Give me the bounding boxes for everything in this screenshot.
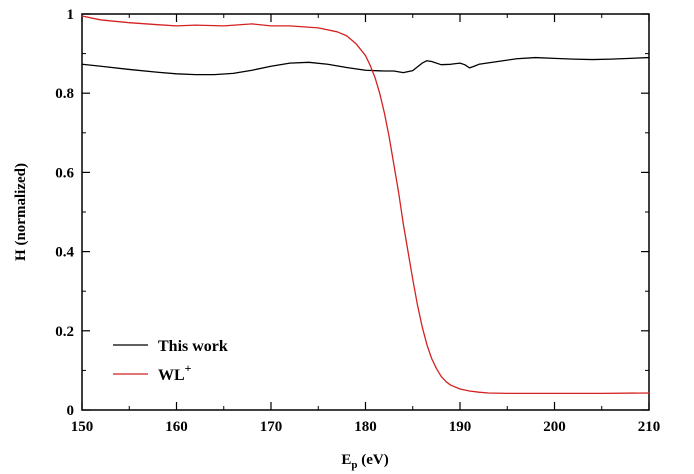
x-tick-label: 190: [449, 419, 472, 435]
x-tick-label: 160: [165, 419, 188, 435]
legend-label-wl-superscript: +: [185, 361, 192, 375]
y-tick-label: 0.2: [55, 324, 74, 340]
y-axis-label: H (normalized): [13, 163, 29, 261]
x-tick-label: 170: [260, 419, 283, 435]
legend-label-this-work: This work: [158, 338, 228, 355]
series-line-this-work: [81, 56, 650, 76]
x-tick-label: 150: [71, 419, 94, 435]
x-tick-label: 200: [543, 419, 566, 435]
x-tick-label: 210: [638, 419, 661, 435]
y-tick-label: 0.4: [55, 245, 74, 261]
y-tick-label: 1: [67, 7, 75, 23]
x-axis-label-subscript: p: [351, 459, 357, 471]
y-tick-label: 0: [67, 403, 75, 419]
y-tick-label: 0.6: [55, 165, 74, 181]
x-tick-labels: 150 160 170 180 190 200 210: [71, 419, 661, 435]
series-lines: [81, 15, 650, 395]
legend: This work WL+: [113, 338, 228, 384]
x-tick-label: 180: [354, 419, 377, 435]
series-line-wl: [81, 15, 650, 395]
x-axis-label-unit: (eV): [357, 452, 388, 468]
y-tick-label: 0.8: [55, 86, 74, 102]
x-axis-label: Ep (eV): [341, 452, 388, 471]
y-tick-labels: 0 0.2 0.4 0.6 0.8 1: [55, 7, 74, 419]
legend-label-wl: WL+: [158, 361, 192, 384]
tick-marks: [81, 13, 650, 411]
